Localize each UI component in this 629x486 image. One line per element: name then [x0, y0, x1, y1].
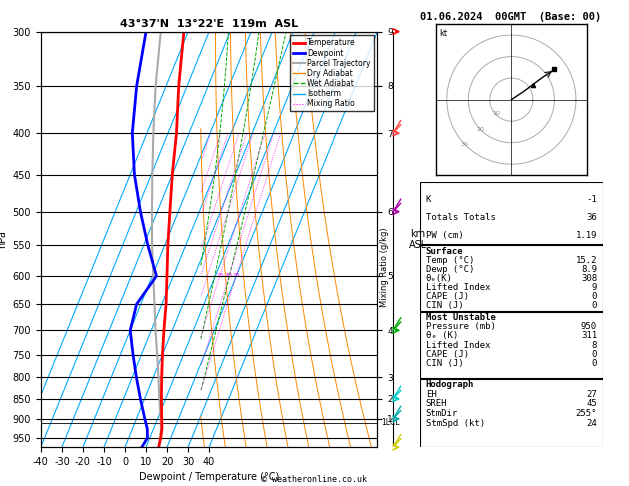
Text: 308: 308: [581, 274, 597, 283]
Text: 0: 0: [592, 359, 597, 368]
Text: CAPE (J): CAPE (J): [426, 292, 469, 301]
Text: 950: 950: [581, 322, 597, 331]
Y-axis label: km
ASL: km ASL: [409, 228, 427, 250]
Text: 30: 30: [461, 142, 469, 147]
Text: 27: 27: [586, 390, 597, 399]
Y-axis label: hPa: hPa: [0, 230, 7, 248]
Text: 8.9: 8.9: [581, 265, 597, 274]
Text: Mixing Ratio (g/kg): Mixing Ratio (g/kg): [380, 227, 389, 307]
Bar: [420, 182, 603, 244]
Text: 45: 45: [586, 399, 597, 408]
Text: 255°: 255°: [576, 409, 597, 418]
Text: Temp (°C): Temp (°C): [426, 256, 474, 265]
Legend: Temperature, Dewpoint, Parcel Trajectory, Dry Adiabat, Wet Adiabat, Isotherm, Mi: Temperature, Dewpoint, Parcel Trajectory…: [290, 35, 374, 111]
Text: Lifted Index: Lifted Index: [426, 283, 490, 292]
Text: StmSpd (kt): StmSpd (kt): [426, 419, 485, 428]
Text: 20: 20: [225, 274, 233, 278]
Text: SREH: SREH: [426, 399, 447, 408]
Text: 0: 0: [592, 301, 597, 310]
Text: 36: 36: [586, 213, 597, 222]
Text: © weatheronline.co.uk: © weatheronline.co.uk: [262, 474, 367, 484]
Text: θₑ (K): θₑ (K): [426, 331, 458, 340]
Text: CAPE (J): CAPE (J): [426, 350, 469, 359]
Text: 8: 8: [592, 341, 597, 349]
Text: Hodograph: Hodograph: [426, 380, 474, 389]
Text: 20: 20: [476, 127, 484, 132]
Text: 01.06.2024  00GMT  (Base: 00): 01.06.2024 00GMT (Base: 00): [420, 12, 601, 22]
Text: kt: kt: [439, 29, 447, 38]
Text: Pressure (mb): Pressure (mb): [426, 322, 496, 331]
Text: EH: EH: [426, 390, 437, 399]
Text: Most Unstable: Most Unstable: [426, 313, 496, 322]
Text: 15: 15: [216, 274, 224, 278]
Text: K: K: [426, 195, 431, 204]
Text: 24: 24: [586, 419, 597, 428]
Text: 10: 10: [492, 111, 500, 116]
Title: 43°37'N  13°22'E  119m  ASL: 43°37'N 13°22'E 119m ASL: [120, 19, 298, 30]
Text: 311: 311: [581, 331, 597, 340]
Text: 1.19: 1.19: [576, 231, 597, 240]
Text: 0: 0: [592, 292, 597, 301]
Bar: [420, 379, 603, 447]
Text: Surface: Surface: [426, 247, 464, 256]
Text: Dewp (°C): Dewp (°C): [426, 265, 474, 274]
Text: θₑ(K): θₑ(K): [426, 274, 452, 283]
Text: 1LCL: 1LCL: [381, 418, 399, 427]
Text: 25: 25: [232, 274, 240, 278]
X-axis label: Dewpoint / Temperature (°C): Dewpoint / Temperature (°C): [139, 472, 279, 483]
Text: StmDir: StmDir: [426, 409, 458, 418]
Bar: [420, 245, 603, 311]
Text: 0: 0: [592, 350, 597, 359]
Text: CIN (J): CIN (J): [426, 301, 464, 310]
Text: Lifted Index: Lifted Index: [426, 341, 490, 349]
Text: 15.2: 15.2: [576, 256, 597, 265]
Text: Totals Totals: Totals Totals: [426, 213, 496, 222]
Bar: [420, 312, 603, 378]
Text: CIN (J): CIN (J): [426, 359, 464, 368]
Text: -1: -1: [586, 195, 597, 204]
Text: PW (cm): PW (cm): [426, 231, 464, 240]
Text: 9: 9: [592, 283, 597, 292]
